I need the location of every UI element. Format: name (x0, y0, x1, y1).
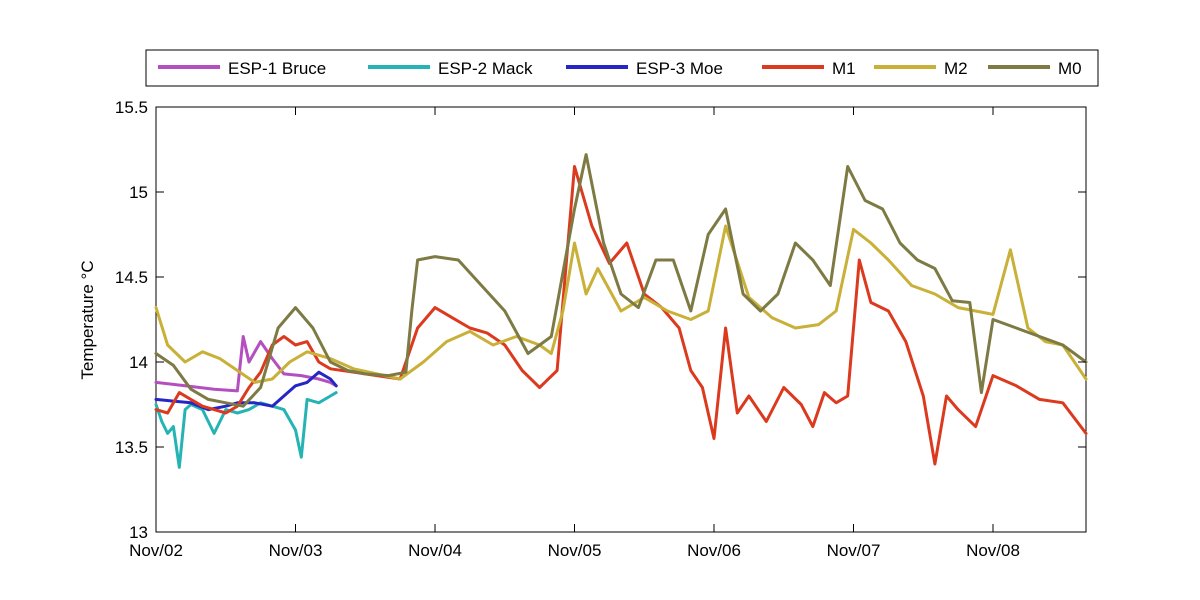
legend-label: ESP-1 Bruce (228, 59, 326, 78)
x-tick-label: Nov/05 (548, 541, 602, 560)
plot-area: Nov/02 Nov/03 Nov/04 Nov/05 Nov/06 Nov/07 Nov/… (115, 98, 1088, 560)
x-tick-label: Nov/02 (129, 541, 183, 560)
x-tick-label: Nov/04 (408, 541, 462, 560)
x-tick-label: Nov/03 (269, 541, 323, 560)
y-tick-label: 14 (129, 353, 148, 372)
series-lines (154, 153, 1088, 469)
axes-box (155, 106, 1087, 533)
legend-label: M2 (944, 59, 968, 78)
y-tick-label: 13 (129, 523, 148, 542)
series-line-m0 (154, 153, 1088, 408)
legend-label: ESP-2 Mack (438, 59, 533, 78)
legend-label: M1 (832, 59, 856, 78)
y-tick-label: 14.5 (115, 268, 148, 287)
legend-label: ESP-3 Moe (636, 59, 723, 78)
y-tick-label: 15.5 (115, 98, 148, 117)
y-tick-label: 15 (129, 183, 148, 202)
series-line-esp-1-bruce (154, 335, 338, 393)
x-tick-label: Nov/06 (687, 541, 741, 560)
series-line-esp-2-mack (154, 391, 338, 469)
x-axis: Nov/02 Nov/03 Nov/04 Nov/05 Nov/06 Nov/07 Nov/… (129, 107, 1020, 560)
series-line-m2 (154, 224, 1088, 384)
series-line-esp-3-moe (154, 370, 338, 412)
y-tick-label: 13.5 (115, 438, 148, 457)
x-tick-label: Nov/08 (966, 541, 1020, 560)
y-axis-label: Temperature °C (78, 260, 97, 379)
y-axis: 13 13.5 14 14.5 15 15.5 (115, 98, 1086, 542)
legend: ESP-1 Bruce ESP-2 Mack ESP-3 Moe M1 M2 M0 (145, 49, 1099, 87)
legend-label: M0 (1058, 59, 1082, 78)
x-tick-label: Nov/07 (827, 541, 881, 560)
